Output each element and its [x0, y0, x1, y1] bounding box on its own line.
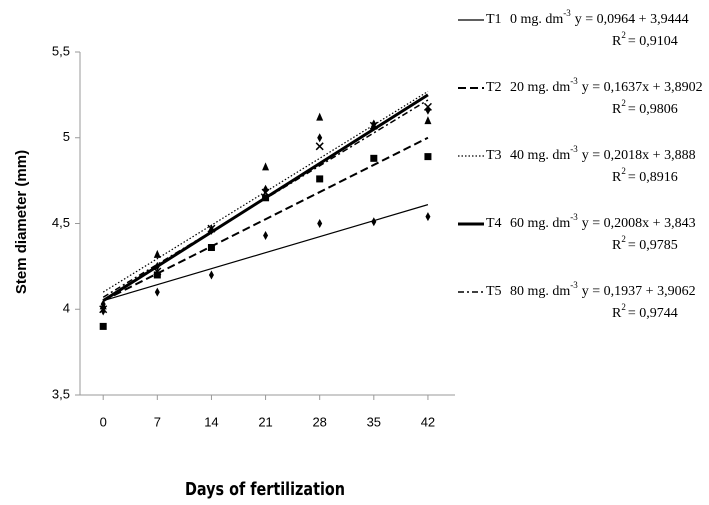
legend-equation: 0 mg. dm-3 y = 0,0964 + 3,9444	[510, 8, 689, 27]
x-tick-label: 28	[312, 414, 326, 429]
dose: 0 mg. dm	[510, 12, 563, 27]
x-tick-label: 21	[258, 414, 272, 429]
data-point	[208, 270, 214, 280]
legend-r2: R2 = 0,9744	[612, 302, 678, 321]
y-tick-label: 4	[63, 301, 70, 316]
data-point	[100, 299, 106, 309]
legend-label: T4	[486, 216, 502, 231]
data-point	[315, 142, 324, 151]
data-point	[154, 261, 160, 271]
r2-exponent: 2	[621, 234, 626, 244]
data-point	[153, 249, 161, 258]
legend-r2: R2 = 0,9104	[612, 30, 678, 49]
legend-equation: 20 mg. dm-3 y = 0,1637x + 3,8902	[510, 76, 703, 95]
dose-exponent: -3	[570, 280, 578, 290]
data-point	[153, 271, 161, 279]
r2-label: R	[612, 238, 622, 253]
r2-exponent: 2	[621, 166, 626, 176]
r2-label: R	[612, 102, 622, 117]
data-point	[99, 322, 107, 330]
data-point	[316, 175, 324, 183]
dose-exponent: -3	[570, 144, 578, 154]
data-point	[317, 219, 323, 228]
r2-value: = 0,9104	[628, 34, 678, 49]
dose: 40 mg. dm	[510, 148, 570, 163]
data-point	[371, 217, 377, 227]
legend-r2: R2 = 0,8916	[612, 166, 678, 185]
data-point	[424, 153, 432, 161]
dose: 20 mg. dm	[510, 80, 570, 95]
y-axis-label: Stem diameter (mm)	[13, 150, 30, 294]
equation: y = 0,2018x + 3,888	[582, 148, 696, 163]
dose-exponent: -3	[563, 8, 571, 18]
equation: y = 0,1637x + 3,8902	[582, 80, 703, 95]
r2-exponent: 2	[621, 30, 626, 40]
data-point	[316, 112, 324, 121]
fit-line	[102, 93, 429, 302]
r2-value: = 0,9806	[628, 102, 678, 117]
data-point	[425, 212, 431, 222]
legend-equation: 60 mg. dm-3 y = 0,2008x + 3,843	[510, 212, 696, 231]
r2-value: = 0,9785	[628, 238, 678, 253]
x-tick-label: 42	[421, 414, 435, 429]
legend-label: T1	[486, 12, 502, 27]
data-point	[370, 154, 378, 162]
r2-exponent: 2	[621, 98, 626, 108]
dose: 60 mg. dm	[510, 216, 570, 231]
legend-equation: 80 mg. dm-3 y = 0,1937 + 3,9062	[510, 280, 696, 299]
equation: y = 0,0964 + 3,9444	[575, 12, 689, 27]
data-point	[317, 133, 323, 143]
data-point	[424, 116, 432, 125]
data-point	[153, 267, 162, 276]
x-tick-label: 35	[367, 414, 381, 429]
data-point	[263, 231, 269, 241]
x-tick-label: 0	[100, 414, 107, 429]
data-point	[99, 305, 108, 314]
x-tick-label: 14	[204, 414, 218, 429]
x-tick-label: 7	[154, 414, 161, 429]
x-axis-label: Days of fertilization	[185, 478, 345, 499]
dose-exponent: -3	[570, 76, 578, 86]
y-tick-label: 3,5	[52, 386, 70, 401]
legend-equation: 40 mg. dm-3 y = 0,2018x + 3,888	[510, 144, 696, 163]
data-point	[261, 188, 270, 197]
data-point	[154, 287, 160, 297]
data-point	[207, 244, 215, 252]
data-point	[423, 102, 432, 111]
dose: 80 mg. dm	[510, 284, 570, 299]
y-tick-label: 5	[63, 129, 70, 144]
r2-label: R	[612, 170, 622, 185]
y-tick-label: 4,5	[52, 215, 70, 230]
r2-value: = 0,8916	[628, 170, 678, 185]
equation: y = 0,2008x + 3,843	[582, 216, 696, 231]
equation: y = 0,1937 + 3,9062	[582, 284, 696, 299]
data-point	[262, 162, 270, 171]
r2-value: = 0,9744	[628, 306, 678, 321]
r2-label: R	[612, 34, 622, 49]
r2-label: R	[612, 306, 622, 321]
fit-line	[102, 90, 429, 293]
data-point	[207, 224, 216, 233]
legend-r2: R2 = 0,9785	[612, 234, 678, 253]
legend-label: T2	[486, 80, 502, 95]
y-tick-label: 5,5	[52, 43, 70, 58]
r2-exponent: 2	[621, 302, 626, 312]
legend-label: T5	[486, 284, 502, 299]
dose-exponent: -3	[570, 212, 578, 222]
data-point	[369, 121, 378, 130]
legend-label: T3	[486, 148, 502, 163]
legend-r2: R2 = 0,9806	[612, 98, 678, 117]
